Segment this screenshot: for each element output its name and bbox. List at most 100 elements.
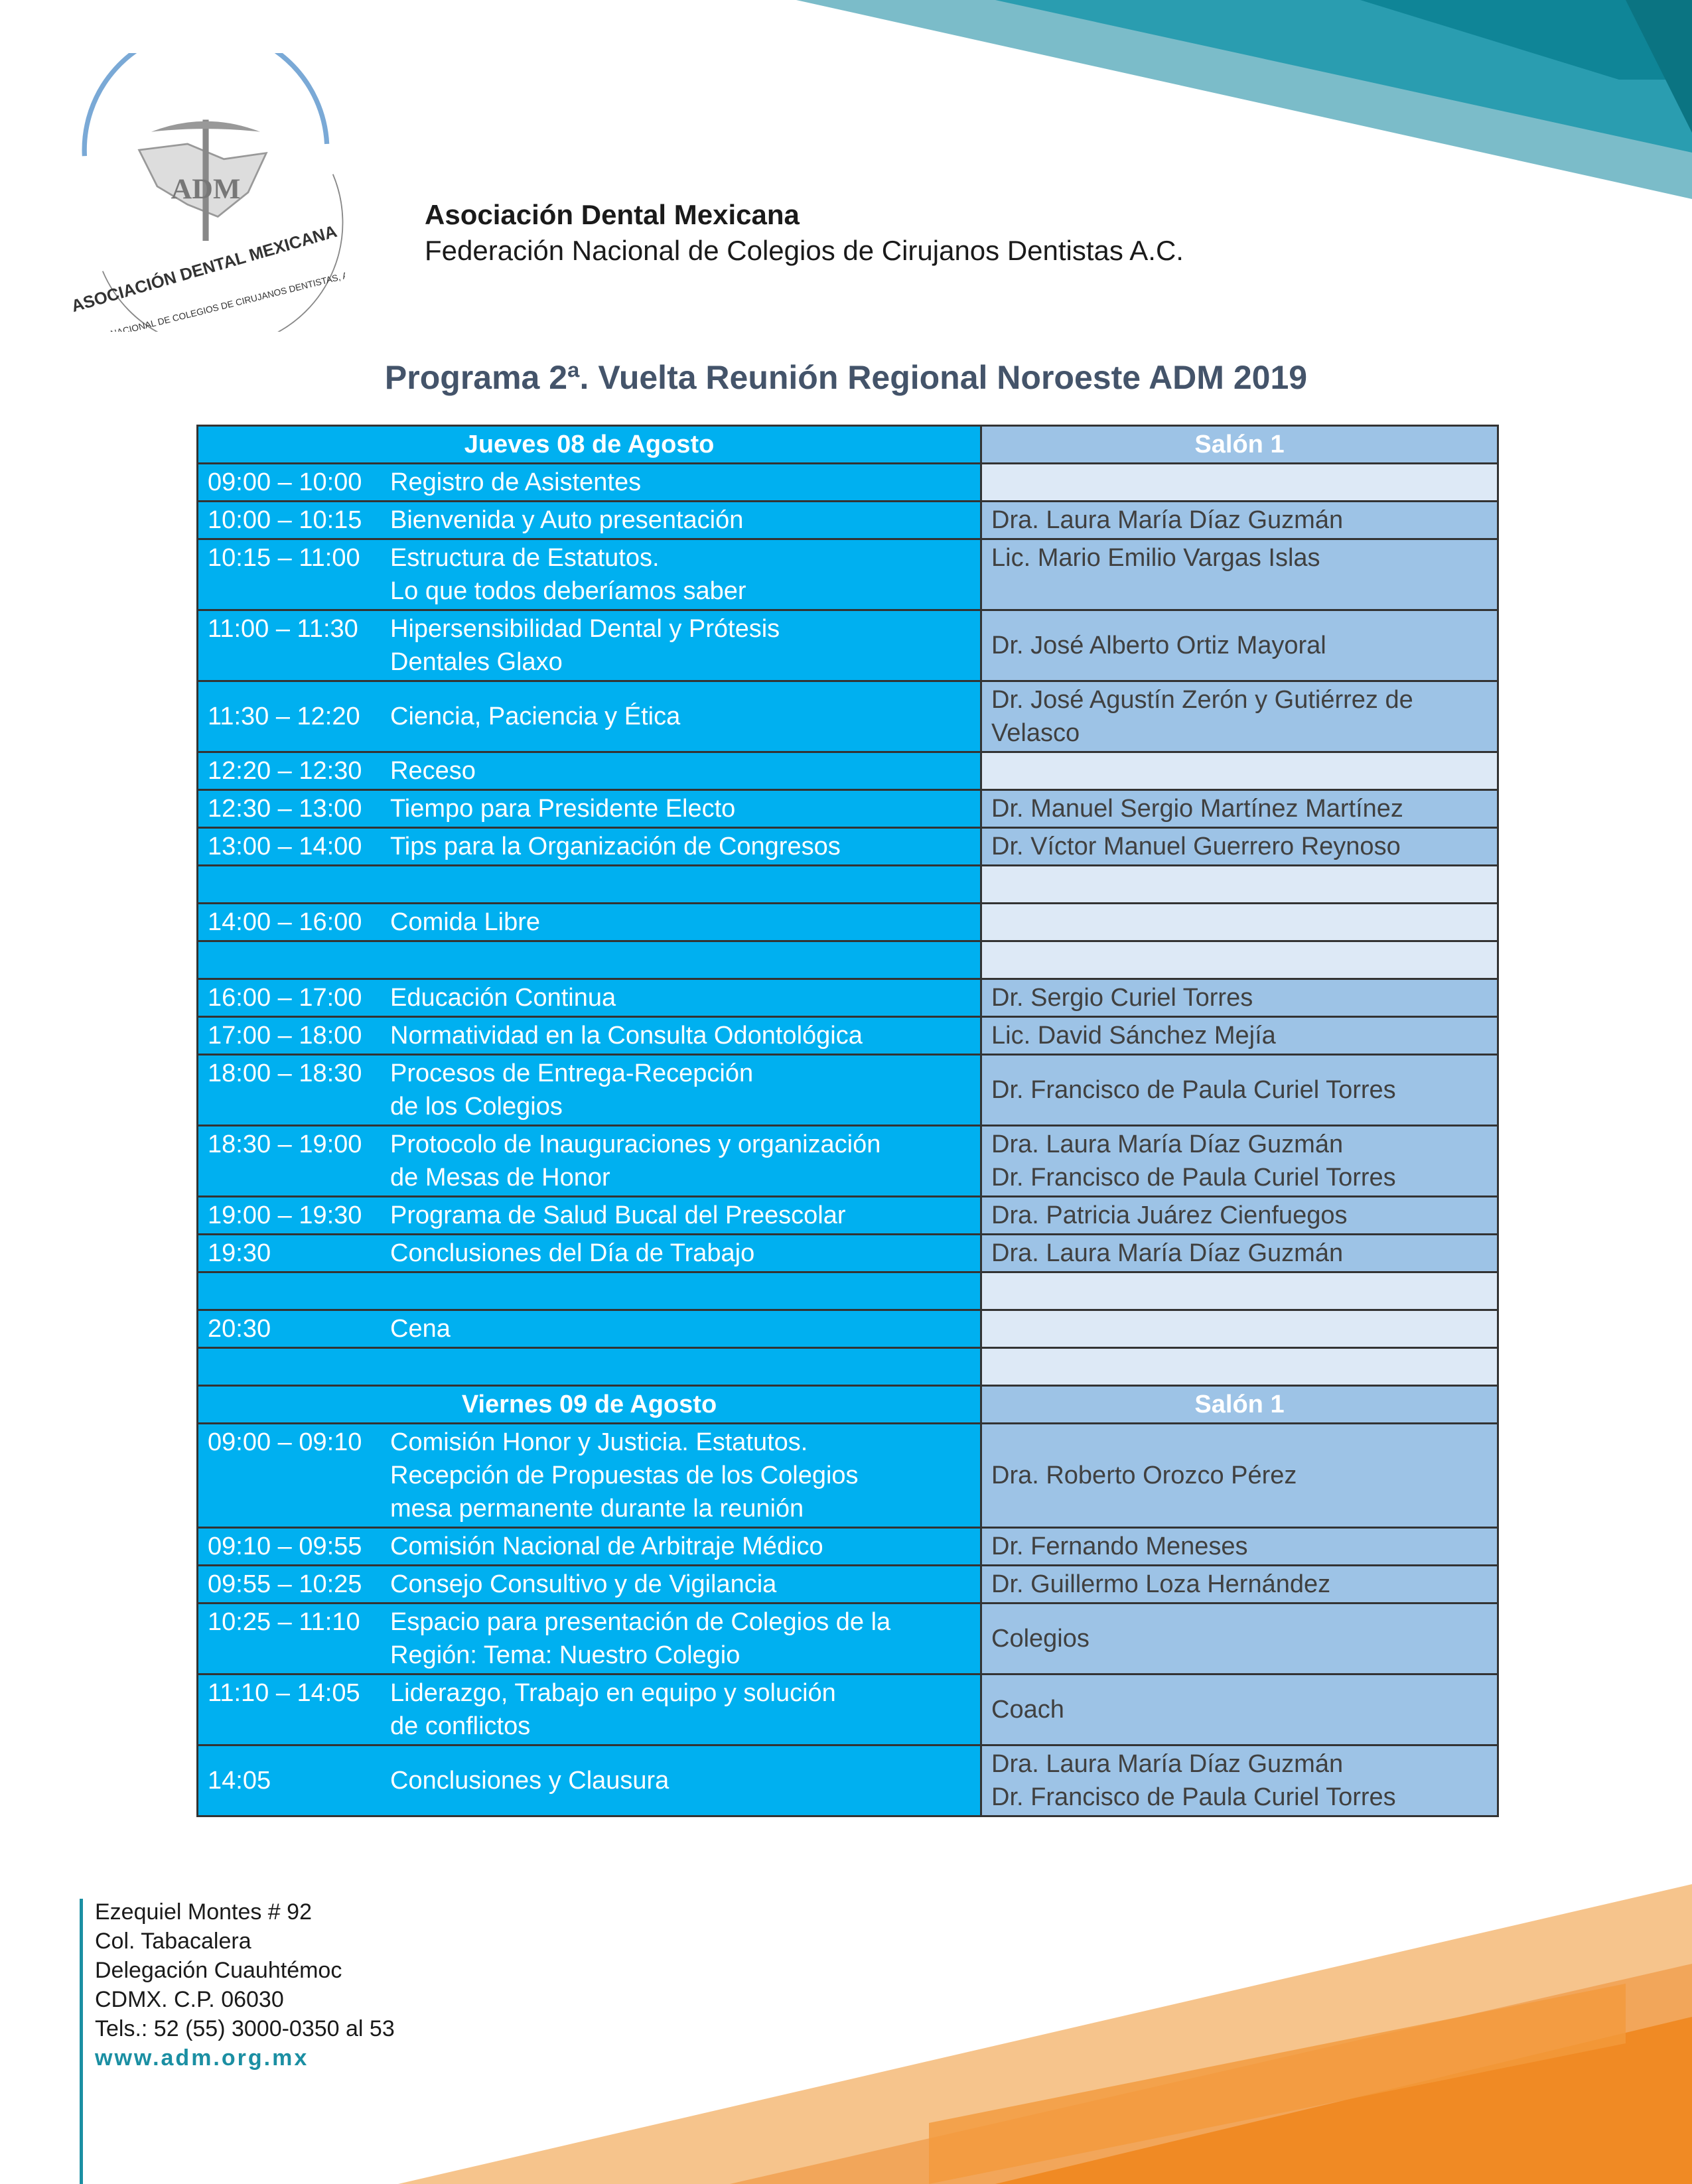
table-row: 12:30 – 13:00 Tiempo para Presidente Elec…	[196, 789, 1499, 829]
session-cell: 09:00 – 10:00 Registro de Asistentes	[196, 462, 982, 502]
topic-line: Dentales Glaxo	[390, 648, 563, 676]
speaker-cell	[980, 1347, 1499, 1387]
topic-line: Liderazgo, Trabajo en equipo y solución	[390, 1679, 836, 1707]
speaker-cell: Dra. Laura María Díaz Guzmán Dr. Francisc…	[980, 1125, 1499, 1197]
topic-line: Tips para la Organización de Congresos	[390, 833, 841, 860]
session-time: 19:00 – 19:30	[208, 1201, 362, 1229]
session-cell	[196, 1347, 982, 1387]
topic-line: Educación Continua	[390, 984, 616, 1012]
blank-line	[208, 943, 971, 977]
speaker-cell: Dra. Roberto Orozco Pérez	[980, 1422, 1499, 1529]
session-time: 09:00 – 10:00	[208, 468, 362, 496]
address-block: Ezequiel Montes # 92 Col. Tabacalera Del…	[95, 1897, 395, 2073]
address-line: CDMX. C.P. 06030	[95, 1987, 284, 2012]
address-line: Ezequiel Montes # 92	[95, 1899, 312, 1925]
topic-line: Registro de Asistentes	[390, 468, 642, 496]
table-row: 20:30 Cena	[196, 1309, 1499, 1349]
speaker-cell	[980, 864, 1499, 904]
session-topic: Ciencia, Paciencia y Ética	[390, 700, 680, 733]
topic-line: Bienvenida y Auto presentación	[390, 506, 744, 534]
session-topic: Conclusiones y Clausura	[390, 1764, 669, 1797]
session-cell: 19:00 – 19:30 Programa de Salud Bucal del…	[196, 1195, 982, 1235]
speaker-cell: Dra. Patricia Juárez Cienfuegos	[980, 1195, 1499, 1235]
session-time: 18:30 – 19:00	[208, 1130, 362, 1158]
table-row: 11:00 – 11:30 Hipersensibilidad Dental y …	[196, 609, 1499, 682]
speaker-name: Dr. José Alberto Ortiz Mayoral	[991, 632, 1326, 659]
session-cell: 14:00 – 16:00 Comida Libre	[196, 902, 982, 942]
session-cell	[196, 864, 982, 904]
session-cell: 16:00 – 17:00 Educación Continua	[196, 978, 982, 1018]
table-row: 09:55 – 10:25 Consejo Consultivo y de Vig…	[196, 1564, 1499, 1604]
session-cell: 20:30 Cena	[196, 1309, 982, 1349]
session-topic: Cena	[390, 1312, 451, 1345]
session-cell: 11:00 – 11:30 Hipersensibilidad Dental y …	[196, 609, 982, 682]
blank-line	[208, 1350, 971, 1383]
session-time: 17:00 – 18:00	[208, 1022, 362, 1050]
address-line: Col. Tabacalera	[95, 1929, 251, 1954]
topic-line: Normatividad en la Consulta Odontológica	[390, 1022, 863, 1050]
topic-line: Protocolo de Inauguraciones y organizaci…	[390, 1130, 881, 1158]
session-topic: Comisión Honor y Justicia. Estatutos. Rec…	[390, 1426, 859, 1525]
speaker-name: Dra. Laura María Díaz Guzmán	[991, 1239, 1344, 1267]
speaker-name: Lic. Mario Emilio Vargas Islas	[991, 544, 1320, 572]
topic-line: Procesos de Entrega-Recepción	[390, 1059, 754, 1087]
table-row: 19:00 – 19:30 Programa de Salud Bucal del…	[196, 1195, 1499, 1235]
topic-line: Lo que todos deberíamos saber	[390, 577, 746, 605]
session-cell: 09:00 – 09:10 Comisión Honor y Justicia. …	[196, 1422, 982, 1529]
session-topic: Receso	[390, 754, 476, 787]
session-cell: 19:30 Conclusiones del Día de Trabajo	[196, 1233, 982, 1273]
footer-divider	[80, 1899, 83, 2184]
session-cell: 10:15 – 11:00 Estructura de Estatutos. Lo …	[196, 538, 982, 611]
topic-line: Espacio para presentación de Colegios de…	[390, 1608, 891, 1636]
topic-line: Cena	[390, 1315, 451, 1343]
session-topic: Hipersensibilidad Dental y Prótesis Denta…	[390, 612, 780, 679]
session-topic: Comisión Nacional de Arbitraje Médico	[390, 1530, 823, 1563]
table-row: 09:00 – 10:00 Registro de Asistentes	[196, 462, 1499, 502]
speaker-cell: Dr. Guillermo Loza Hernández	[980, 1564, 1499, 1604]
speaker-cell: Dra. Laura María Díaz Guzmán	[980, 500, 1499, 540]
speaker-name: Dr. Manuel Sergio Martínez Martínez	[991, 795, 1403, 823]
day-header-row: Viernes 09 de Agosto Salón 1	[196, 1385, 1499, 1424]
speaker-cell: Dr. Francisco de Paula Curiel Torres	[980, 1054, 1499, 1126]
session-time: 10:25 – 11:10	[208, 1608, 360, 1636]
table-row: 14:05 Conclusiones y Clausura Dra. Laura M…	[196, 1744, 1499, 1817]
speaker-cell: Dra. Laura María Díaz Guzmán	[980, 1233, 1499, 1273]
speaker-name: Dr. Fernando Meneses	[991, 1533, 1248, 1560]
topic-line: Región: Tema: Nuestro Colegio	[390, 1641, 740, 1669]
session-time: 18:00 – 18:30	[208, 1059, 362, 1087]
website-link[interactable]: www.adm.org.mx	[95, 2045, 309, 2071]
topic-line: Estructura de Estatutos.	[390, 544, 660, 572]
speaker-cell	[980, 1271, 1499, 1311]
speaker-cell: Dr. José Alberto Ortiz Mayoral	[980, 609, 1499, 682]
organization-header: Asociación Dental Mexicana Federación Na…	[425, 199, 1184, 267]
session-time: 09:10 – 09:55	[208, 1533, 362, 1560]
speaker-name: Dr. Francisco de Paula Curiel Torres	[991, 1164, 1396, 1192]
session-cell: 12:20 – 12:30 Receso	[196, 751, 982, 791]
session-topic: Conclusiones del Día de Trabajo	[390, 1237, 754, 1270]
topic-line: de conflictos	[390, 1712, 531, 1740]
session-cell	[196, 940, 982, 980]
speaker-name: Lic. David Sánchez Mejía	[991, 1022, 1276, 1050]
topic-line: Hipersensibilidad Dental y Prótesis	[390, 615, 780, 643]
session-cell: 18:30 – 19:00 Protocolo de Inauguraciones…	[196, 1125, 982, 1197]
session-topic: Espacio para presentación de Colegios de…	[390, 1605, 890, 1672]
speaker-cell: Dr. Manuel Sergio Martínez Martínez	[980, 789, 1499, 829]
speaker-cell: Lic. David Sánchez Mejía	[980, 1016, 1499, 1056]
session-time: 09:55 – 10:25	[208, 1570, 362, 1598]
org-name: Asociación Dental Mexicana	[425, 199, 800, 230]
session-time: 12:20 – 12:30	[208, 757, 362, 785]
table-row: 12:20 – 12:30 Receso	[196, 751, 1499, 791]
speaker-name: Dra. Laura María Díaz Guzmán	[991, 1750, 1344, 1778]
session-time: 16:00 – 17:00	[208, 984, 362, 1012]
blank-line	[208, 1274, 971, 1308]
session-topic: Protocolo de Inauguraciones y organizaci…	[390, 1128, 881, 1194]
session-time: 09:00 – 09:10	[208, 1428, 362, 1456]
speaker-name: Coach	[991, 1696, 1064, 1724]
session-time: 14:00 – 16:00	[208, 908, 362, 936]
session-topic: Estructura de Estatutos. Lo que todos deb…	[390, 541, 746, 608]
topic-line: Receso	[390, 757, 476, 785]
session-cell: 17:00 – 18:00 Normatividad en la Consulta…	[196, 1016, 982, 1056]
table-row: 18:30 – 19:00 Protocolo de Inauguraciones…	[196, 1125, 1499, 1197]
session-topic: Tips para la Organización de Congresos	[390, 830, 841, 863]
speaker-cell: Lic. Mario Emilio Vargas Islas	[980, 538, 1499, 611]
